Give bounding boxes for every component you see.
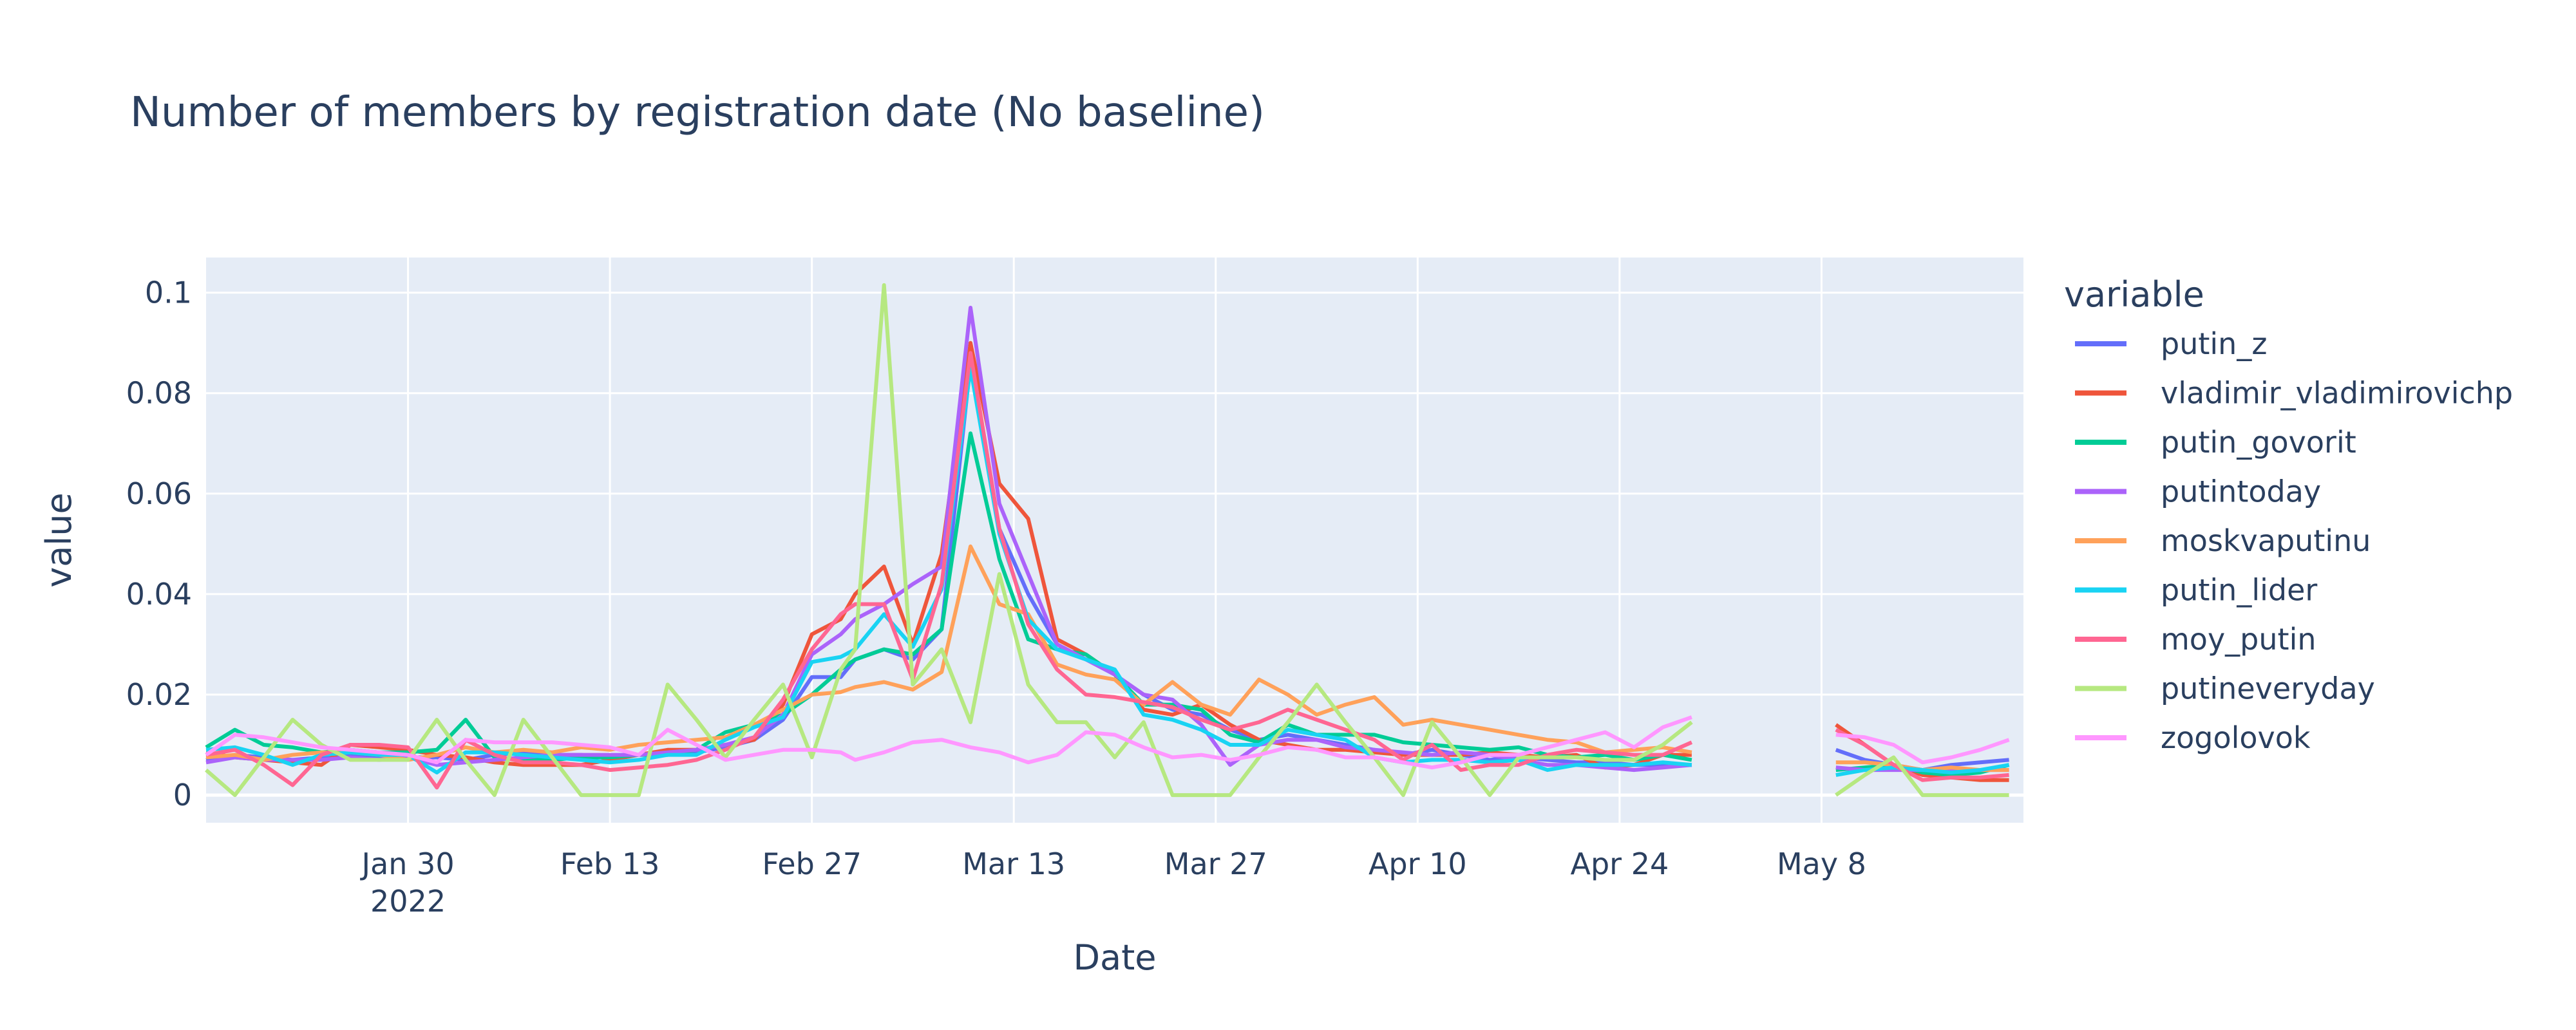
legend-label: putintoday	[2161, 474, 2321, 509]
legend[interactable]: putin_z vladimir_vladimirovichp putin_govo…	[2075, 326, 2513, 755]
legend-item-putineveryday[interactable]: putineveryday	[2075, 671, 2375, 706]
legend-label: moskvaputinu	[2161, 523, 2371, 558]
y-tick-label: 0	[173, 778, 192, 812]
x-tick-year-label: 2022	[370, 884, 446, 919]
legend-label: putin_z	[2161, 326, 2267, 361]
x-tick-label: Apr 24	[1571, 847, 1669, 881]
x-tick-label: Apr 10	[1368, 847, 1467, 881]
x-tick-label: Jan 30	[360, 847, 455, 881]
x-tick-label: Mar 27	[1164, 847, 1267, 881]
plot-background	[206, 258, 2023, 823]
x-axis-label: Date	[1073, 937, 1156, 978]
y-axis-ticks: 0 0.02 0.04 0.06 0.08 0.1	[126, 276, 192, 812]
x-tick-label: May 8	[1777, 847, 1866, 881]
legend-item-putin_lider[interactable]: putin_lider	[2075, 573, 2317, 608]
legend-item-putintoday[interactable]: putintoday	[2075, 474, 2321, 509]
y-tick-label: 0.08	[126, 376, 192, 411]
y-tick-label: 0.1	[145, 276, 192, 310]
y-tick-label: 0.02	[126, 677, 192, 712]
series-line-zogolovok	[205, 715, 2010, 770]
legend-label: putin_govorit	[2161, 425, 2356, 460]
legend-label: putineveryday	[2161, 671, 2375, 706]
legend-label: vladimir_vladimirovichp	[2161, 376, 2513, 411]
legend-item-zogolovok[interactable]: zogolovok	[2075, 720, 2311, 755]
legend-item-vladimir_vladimirovichp[interactable]: vladimir_vladimirovichp	[2075, 376, 2513, 411]
legend-item-moskvaputinu[interactable]: moskvaputinu	[2075, 523, 2371, 558]
legend-label: putin_lider	[2161, 573, 2317, 608]
legend-item-moy_putin[interactable]: moy_putin	[2075, 622, 2316, 657]
legend-item-putin_govorit[interactable]: putin_govorit	[2075, 425, 2356, 460]
x-tick-label: Mar 13	[962, 847, 1065, 881]
legend-item-putin_z[interactable]: putin_z	[2075, 326, 2267, 361]
legend-label: moy_putin	[2161, 622, 2316, 657]
series-lines	[205, 283, 2010, 798]
y-axis-label: value	[39, 492, 79, 588]
series-line-putin_govorit	[205, 431, 2010, 777]
y-tick-label: 0.04	[126, 577, 192, 612]
x-tick-label: Feb 13	[560, 847, 660, 881]
legend-label: zogolovok	[2161, 720, 2311, 755]
y-tick-label: 0.06	[126, 476, 192, 511]
legend-title: variable	[2064, 274, 2204, 315]
series-line-moy_putin	[205, 351, 2009, 790]
chart-title: Number of members by registration date (…	[130, 89, 1265, 136]
x-tick-label: Feb 27	[762, 847, 862, 881]
